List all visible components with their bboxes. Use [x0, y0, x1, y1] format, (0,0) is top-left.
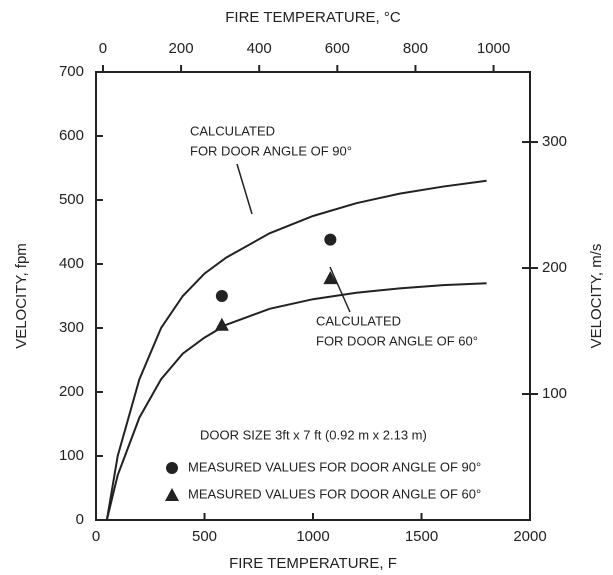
annotation: CALCULATED — [190, 123, 275, 138]
line — [105, 179, 487, 521]
x-tick-label: 1500 — [405, 528, 438, 545]
y2-axis-title: VELOCITY, m/s — [588, 244, 605, 349]
legend-label: MEASURED VALUES FOR DOOR ANGLE OF 90° — [188, 459, 481, 474]
legend-label: MEASURED VALUES FOR DOOR ANGLE OF 60° — [188, 486, 481, 501]
x-tick-label: 2000 — [513, 528, 546, 545]
y-tick-label: 200 — [59, 383, 84, 400]
x2-tick-label: 600 — [325, 40, 350, 57]
y-tick-label: 700 — [59, 63, 84, 80]
x2-tick-label: 200 — [169, 40, 194, 57]
marker — [166, 462, 178, 474]
y-tick-label: 600 — [59, 127, 84, 144]
marker — [324, 233, 337, 246]
x2-tick-label: 400 — [247, 40, 272, 57]
y-tick-label: 400 — [59, 255, 84, 272]
annotation: DOOR SIZE 3ft x 7 ft (0.92 m x 2.13 m) — [200, 427, 427, 442]
line — [105, 282, 487, 521]
marker — [215, 290, 228, 302]
x-tick-label: 1000 — [296, 528, 329, 545]
x-axis-title: FIRE TEMPERATURE, F — [229, 555, 397, 572]
plot-frame — [95, 71, 531, 521]
y2-tick-label: 300 — [542, 133, 567, 150]
x2-tick-label: 1000 — [477, 40, 510, 57]
x-tick-label: 0 — [92, 528, 100, 545]
leader-line — [236, 163, 253, 215]
y-tick-label: 300 — [59, 319, 84, 336]
x2-axis-title: FIRE TEMPERATURE, °C — [225, 9, 401, 26]
y-tick-label: 0 — [76, 511, 84, 528]
annotation: CALCULATED — [316, 313, 401, 328]
y-tick-label: 100 — [59, 447, 84, 464]
x-tick-label: 500 — [192, 528, 217, 545]
x2-tick-label: 0 — [99, 40, 107, 57]
y-axis-title: VELOCITY, fpm — [13, 243, 30, 349]
x2-tick-label: 800 — [403, 40, 428, 57]
annotation: FOR DOOR ANGLE OF 60° — [316, 333, 478, 348]
y2-tick-label: 200 — [542, 259, 567, 276]
leader-line — [329, 266, 351, 313]
y-tick-label: 500 — [59, 191, 84, 208]
marker — [165, 488, 179, 501]
y2-tick-label: 100 — [542, 385, 567, 402]
marker — [214, 317, 229, 331]
annotation: FOR DOOR ANGLE OF 90° — [190, 143, 352, 158]
marker — [323, 271, 338, 285]
